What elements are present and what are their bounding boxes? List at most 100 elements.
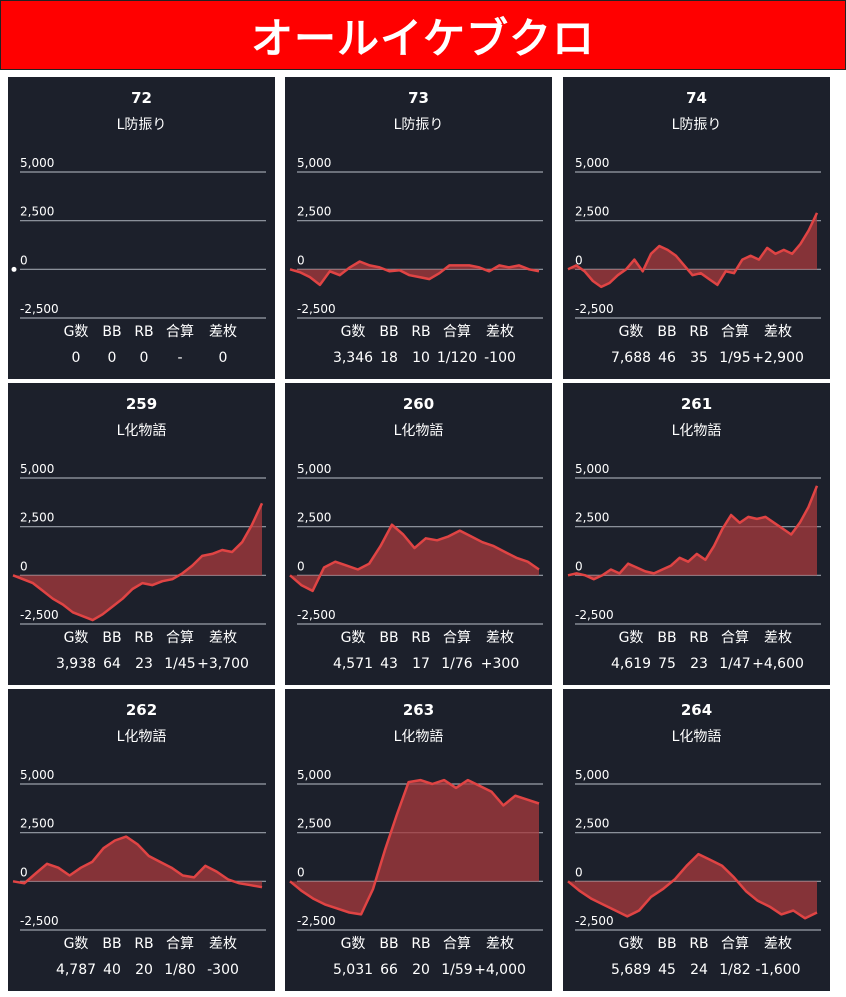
- stat-value: 0: [139, 350, 149, 366]
- stat-column: 合算 1/76: [441, 629, 472, 673]
- stat-column: 合算 1/59: [441, 935, 472, 979]
- stat-column: BB 18: [379, 323, 398, 367]
- slump-chart: 5,000 2,500 0 -2,500: [567, 156, 821, 319]
- machine-card[interactable]: 74 L防振り 5,000 2,500 0 -2,500 G数 7,688 BB 46 RB 35 合算…: [563, 77, 830, 379]
- machine-model: L化物語: [671, 729, 722, 745]
- slump-line: [289, 523, 540, 593]
- stat-column: 差枚 +2,900: [752, 323, 804, 367]
- stat-value: 4,571: [332, 656, 374, 672]
- stat-column: G数 4,619: [611, 629, 651, 673]
- slump-chart: 5,000 2,500 0 -2,500: [12, 462, 266, 625]
- stat-column: 差枚 +300: [481, 629, 519, 673]
- stat-column: BB 64: [102, 629, 121, 673]
- stat-value: 3,346: [332, 350, 374, 366]
- stat-value: 5,689: [610, 962, 652, 978]
- y-tick-label: 2,500: [575, 511, 609, 525]
- y-tick-label: 0: [297, 253, 305, 267]
- page-header: オールイケブクロ: [0, 0, 846, 70]
- stat-value: 18: [380, 350, 398, 366]
- stat-column: RB 24: [689, 935, 708, 979]
- machine-card[interactable]: 262 L化物語 5,000 2,500 0 -2,500 G数 4,787 BB 40 RB 20 合…: [8, 689, 275, 991]
- y-tick-label: 0: [297, 865, 305, 879]
- stat-value: 1/120: [436, 350, 478, 366]
- machine-card[interactable]: 264 L化物語 5,000 2,500 0 -2,500 G数 5,689 BB 45 RB 24 合…: [563, 689, 830, 991]
- stat-value: 75: [658, 656, 676, 672]
- stat-value: +2,900: [752, 350, 804, 366]
- stat-value: +4,600: [752, 656, 804, 672]
- y-tick-label: 5,000: [575, 462, 609, 476]
- y-tick-label: -2,500: [20, 302, 59, 316]
- y-tick-label: 5,000: [575, 156, 609, 170]
- y-tick-label: 2,500: [297, 817, 331, 831]
- stat-column: G数 5,031: [333, 935, 373, 979]
- stat-label: BB: [102, 630, 122, 646]
- stat-column: RB 23: [689, 629, 708, 673]
- machine-number: 259: [125, 395, 158, 413]
- stat-label: 差枚: [485, 630, 514, 646]
- stat-value: 1/45: [164, 656, 196, 672]
- slump-area: [13, 836, 262, 888]
- stat-value: 7,688: [610, 350, 652, 366]
- machine-card[interactable]: 73 L防振り 5,000 2,500 0 -2,500 G数 3,346 BB 18 RB 10 合算…: [285, 77, 552, 379]
- stat-label: 差枚: [209, 324, 237, 340]
- stat-label: RB: [411, 936, 431, 952]
- stat-label: 合算: [442, 936, 471, 952]
- stat-label: 差枚: [486, 324, 514, 340]
- stat-label: BB: [657, 324, 677, 340]
- y-tick-label: 2,500: [20, 817, 54, 831]
- machine-card[interactable]: 261 L化物語 5,000 2,500 0 -2,500 G数 4,619 BB 75 RB 23 合…: [563, 383, 830, 685]
- machine-number: 73: [408, 89, 429, 107]
- stat-label: BB: [379, 936, 399, 952]
- machine-card[interactable]: 72 L防振り 5,000 2,500 0 -2,500 G数 0 BB 0 RB 0 合算 - 差枚 0: [8, 77, 275, 379]
- stat-label: BB: [102, 936, 122, 952]
- stat-value: 1/59: [441, 962, 473, 978]
- stat-value: 0: [71, 350, 81, 366]
- stats-table: G数 0 BB 0 RB 0 合算 - 差枚 0: [8, 323, 275, 373]
- y-tick-label: 0: [575, 865, 583, 879]
- y-tick-label: 5,000: [297, 156, 331, 170]
- stat-label: G数: [618, 324, 644, 340]
- machine-card[interactable]: 263 L化物語 5,000 2,500 0 -2,500 G数 5,031 BB 66 RB 20 合…: [285, 689, 552, 991]
- y-tick-label: 5,000: [575, 768, 609, 782]
- stat-label: 差枚: [209, 630, 237, 646]
- stat-column: G数 4,787: [56, 935, 96, 979]
- stat-column: 合算 1/47: [719, 629, 750, 673]
- stat-label: RB: [689, 630, 709, 646]
- stat-value: +3,700: [197, 656, 249, 672]
- y-tick-label: 2,500: [20, 511, 54, 525]
- stat-column: 差枚 +4,000: [474, 935, 526, 979]
- machine-model: L防振り: [393, 117, 444, 133]
- stats-table: G数 3,938 BB 64 RB 23 合算 1/45 差枚 +3,700: [8, 629, 275, 679]
- stat-value: 24: [690, 962, 708, 978]
- machine-model: L防振り: [116, 117, 167, 133]
- stat-value: 5,031: [332, 962, 374, 978]
- machine-model: L化物語: [671, 423, 722, 439]
- stat-value: 0: [107, 350, 117, 366]
- y-tick-label: 0: [297, 559, 305, 573]
- slump-chart: 5,000 2,500 0 -2,500: [567, 462, 821, 625]
- machine-card[interactable]: 259 L化物語 5,000 2,500 0 -2,500 G数 3,938 BB 64 RB 23 合…: [8, 383, 275, 685]
- y-tick-label: -2,500: [575, 302, 614, 316]
- stat-label: RB: [134, 936, 154, 952]
- stat-label: 差枚: [764, 630, 792, 646]
- slump-line: [289, 778, 540, 916]
- stat-label: 差枚: [763, 936, 792, 952]
- machine-card[interactable]: 260 L化物語 5,000 2,500 0 -2,500 G数 4,571 BB 43 RB 17 合…: [285, 383, 552, 685]
- stat-label: 合算: [442, 324, 471, 340]
- stat-label: G数: [63, 936, 89, 952]
- stat-value: -100: [484, 350, 516, 366]
- slump-area: [568, 485, 817, 580]
- stat-value: 1/80: [164, 962, 196, 978]
- y-tick-label: 2,500: [20, 205, 54, 219]
- stat-value: 10: [412, 350, 430, 366]
- slump-line: [289, 260, 540, 287]
- stat-label: G数: [63, 630, 89, 646]
- machine-model: L防振り: [671, 117, 722, 133]
- stat-label: RB: [411, 324, 431, 340]
- stat-column: 差枚 -100: [484, 323, 516, 367]
- stat-value: -: [177, 350, 183, 366]
- stat-column: RB 23: [134, 629, 153, 673]
- y-tick-label: 0: [575, 253, 583, 267]
- stat-value: 17: [412, 656, 430, 672]
- stat-value: 0: [218, 350, 228, 366]
